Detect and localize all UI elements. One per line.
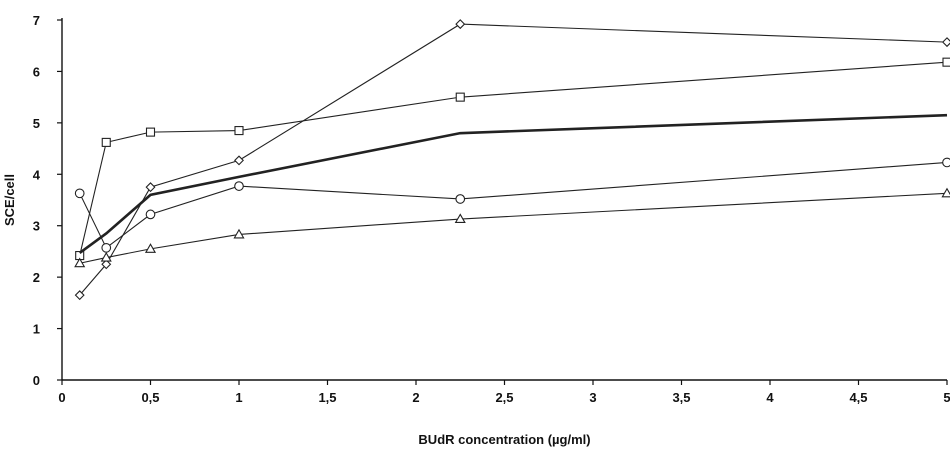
data-point-square bbox=[147, 128, 155, 136]
y-tick-label: 5 bbox=[33, 116, 40, 131]
axes-layer bbox=[62, 18, 947, 380]
x-tick-label: 1,5 bbox=[318, 390, 336, 405]
x-tick-label: 0,5 bbox=[141, 390, 159, 405]
data-point-diamond bbox=[146, 183, 154, 191]
data-point-square bbox=[943, 58, 950, 66]
y-tick-label: 0 bbox=[33, 373, 40, 388]
y-tick-label: 6 bbox=[33, 64, 40, 79]
series-line bbox=[80, 115, 947, 253]
x-tick-label: 2,5 bbox=[495, 390, 513, 405]
series-layer bbox=[75, 20, 950, 299]
series-line bbox=[80, 162, 947, 247]
y-tick-label: 2 bbox=[33, 270, 40, 285]
data-point-triangle bbox=[942, 189, 950, 197]
data-point-diamond bbox=[235, 156, 243, 164]
x-tick-label: 2 bbox=[412, 390, 419, 405]
data-point-circle bbox=[235, 182, 244, 191]
data-point-circle bbox=[456, 195, 465, 204]
x-tick-label: 4,5 bbox=[849, 390, 867, 405]
series-square bbox=[76, 58, 950, 259]
data-point-circle bbox=[75, 189, 84, 198]
x-tick-label: 3 bbox=[589, 390, 596, 405]
y-tick-label: 1 bbox=[33, 322, 40, 337]
series-triangle bbox=[75, 189, 950, 267]
data-point-diamond bbox=[456, 20, 464, 28]
data-point-circle bbox=[943, 158, 950, 167]
data-point-square bbox=[235, 127, 243, 135]
series-line bbox=[80, 24, 947, 295]
x-tick-label: 3,5 bbox=[672, 390, 690, 405]
y-tick-label: 3 bbox=[33, 219, 40, 234]
x-tick-label: 1 bbox=[235, 390, 242, 405]
data-point-square bbox=[102, 138, 110, 146]
series-line bbox=[80, 62, 947, 255]
x-tick-label: 4 bbox=[766, 390, 774, 405]
x-tick-label: 0 bbox=[58, 390, 65, 405]
y-axis-title: SCE/cell bbox=[2, 174, 17, 226]
y-tick-label: 4 bbox=[33, 167, 41, 182]
series-circle bbox=[75, 158, 950, 252]
x-axis-title: BUdR concentration (µg/ml) bbox=[418, 432, 590, 447]
y-tick-label: 7 bbox=[33, 13, 40, 28]
data-point-diamond bbox=[943, 38, 950, 46]
series-diamond bbox=[76, 20, 950, 299]
data-point-square bbox=[456, 93, 464, 101]
x-tick-label: 5 bbox=[943, 390, 950, 405]
series-mean bbox=[80, 115, 947, 253]
series-line bbox=[80, 193, 947, 263]
data-point-circle bbox=[102, 244, 111, 253]
data-point-circle bbox=[146, 210, 155, 219]
